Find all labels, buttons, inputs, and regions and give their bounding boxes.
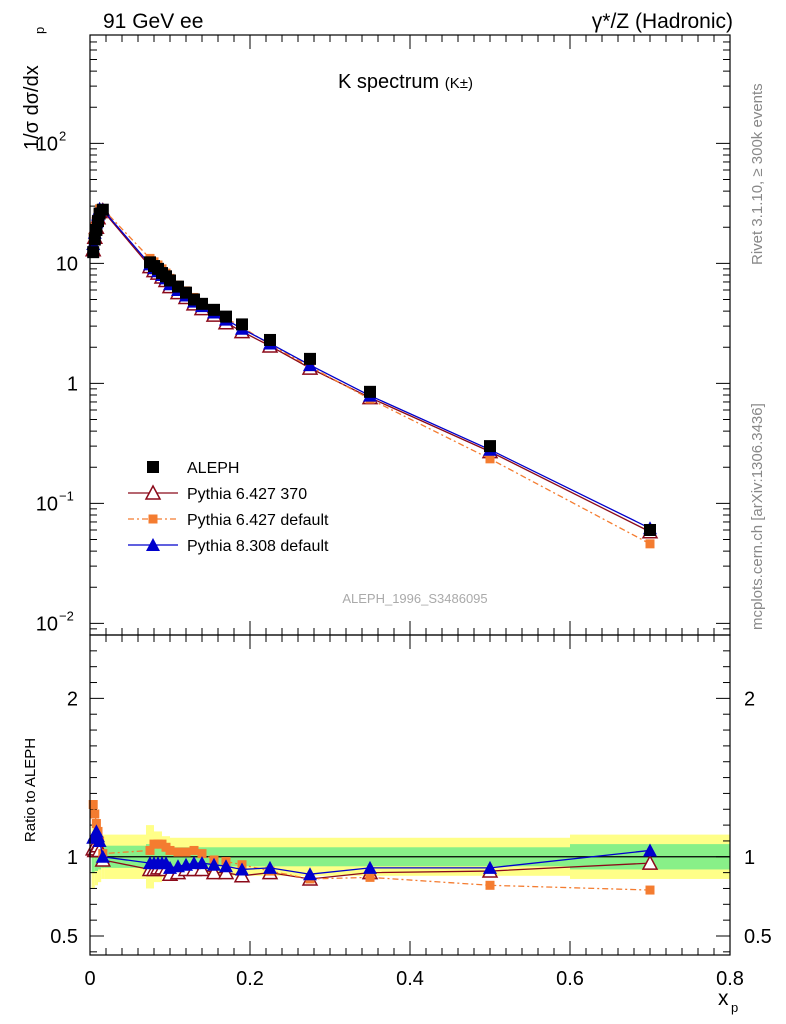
- ratio-data-point: [95, 849, 110, 863]
- ratio-y-axis-label: Ratio to ALEPH: [22, 738, 39, 842]
- ratio-y-tick-label: 0.5: [50, 926, 78, 948]
- ratio-data-point: [645, 885, 655, 895]
- ratio-y-tick-label-right: 0.5: [744, 926, 772, 948]
- header-energy-label: 91 GeV ee: [103, 10, 203, 33]
- ratio-data-point: [303, 867, 317, 881]
- ratio-data-point: [641, 854, 659, 870]
- legend-marker: [146, 538, 160, 551]
- ratio-data-point: [165, 845, 175, 855]
- data-point: [485, 454, 495, 464]
- legend-marker: [148, 514, 158, 524]
- ratio-y-tick-label-right: 2: [744, 688, 755, 710]
- data-point: [264, 333, 276, 346]
- ratio-data-point: [485, 880, 495, 890]
- ratio-data-point: [363, 860, 377, 874]
- ratio-data-point: [92, 833, 107, 847]
- legend-label: Pythia 6.427 370: [187, 486, 307, 503]
- data-point: [236, 318, 248, 331]
- series-line: [92, 207, 651, 529]
- y-tick-label: 1: [67, 373, 78, 395]
- ratio-y-tick-label: 1: [67, 847, 78, 869]
- x-tick-label: 0.8: [716, 968, 744, 990]
- x-tick-label: 0.4: [396, 968, 424, 990]
- y-tick-label-exp: −2: [59, 608, 74, 623]
- ratio-y-tick-label-right: 1: [744, 847, 755, 869]
- data-point: [304, 352, 316, 365]
- data-point: [88, 233, 101, 246]
- ratio-data-point: [643, 843, 657, 857]
- data-point: [484, 440, 496, 453]
- ratio-data-point: [91, 819, 101, 829]
- ratio-data-point: [197, 849, 207, 859]
- legend-marker: [144, 484, 162, 500]
- y-tick-label: 10: [36, 613, 58, 635]
- ratio-data-point: [207, 857, 221, 871]
- data-point: [196, 297, 208, 310]
- y-axis-label: 1/σ dσ/dx: [21, 65, 43, 150]
- data-point: [87, 246, 100, 259]
- ratio-data-point: [219, 859, 233, 873]
- data-point: [220, 310, 232, 323]
- svg-text:1/σ dσ/dx: 1/σ dσ/dx: [21, 65, 43, 150]
- header-process-label: γ*/Z (Hadronic): [592, 10, 733, 33]
- y-tick-label-exp: 2: [59, 128, 66, 143]
- legend-label: Pythia 6.427 default: [187, 512, 329, 529]
- rivet-label: Rivet 3.1.10, ≥ 300k events: [749, 83, 766, 265]
- data-point: [208, 303, 220, 316]
- legend-marker: [147, 461, 159, 473]
- x-tick-label: 0.2: [236, 968, 264, 990]
- y-tick-label: 10: [36, 133, 58, 155]
- ratio-data-point: [365, 872, 375, 882]
- data-point: [645, 539, 655, 549]
- ratio-data-point: [90, 809, 100, 819]
- ratio-data-point: [235, 862, 249, 876]
- x-axis-label: x: [718, 987, 729, 1010]
- y-tick-label: 10: [56, 253, 78, 275]
- y-tick-label: 10: [36, 493, 58, 515]
- series-line: [92, 209, 651, 533]
- ratio-plot: 0 0.2 0.4 0.6 0.80.5 0.51 12 2: [50, 634, 772, 990]
- ratio-data-point: [173, 847, 183, 857]
- ratio-data-point: [195, 856, 209, 870]
- x-tick-label: 0.6: [556, 968, 584, 990]
- ratio-data-point: [189, 845, 199, 855]
- main-frame: [89, 34, 731, 636]
- x-axis-label-sub: p: [731, 1000, 738, 1015]
- ratio-y-tick-label: 2: [67, 688, 78, 710]
- legend-label: Pythia 8.308 default: [187, 538, 329, 555]
- mcplots-label: mcplots.cern.ch [arXiv:1306.3436]: [749, 403, 766, 630]
- data-point: [644, 523, 656, 536]
- data-point: [364, 385, 376, 398]
- ratio-data-point: [483, 860, 497, 874]
- y-axis-label-sub: p: [32, 27, 47, 34]
- ratio-data-point: [263, 860, 277, 874]
- x-tick-label: 0: [84, 968, 95, 990]
- ratio-frame: [89, 634, 731, 956]
- chart-title: K spectrum (K±): [338, 71, 473, 93]
- ratio-data-point: [181, 847, 191, 857]
- ratio-data-point: [205, 864, 223, 880]
- ratio-data-point: [88, 800, 98, 810]
- ratio-data-point: [145, 845, 155, 855]
- legend: ALEPH Pythia 6.427 370 Pythia 6.427 defaul…: [128, 460, 329, 555]
- legend-label: ALEPH: [187, 460, 239, 477]
- data-point: [96, 203, 109, 216]
- y-tick-label-exp: −1: [59, 488, 74, 503]
- analysis-watermark: ALEPH_1996_S3486095: [342, 591, 487, 606]
